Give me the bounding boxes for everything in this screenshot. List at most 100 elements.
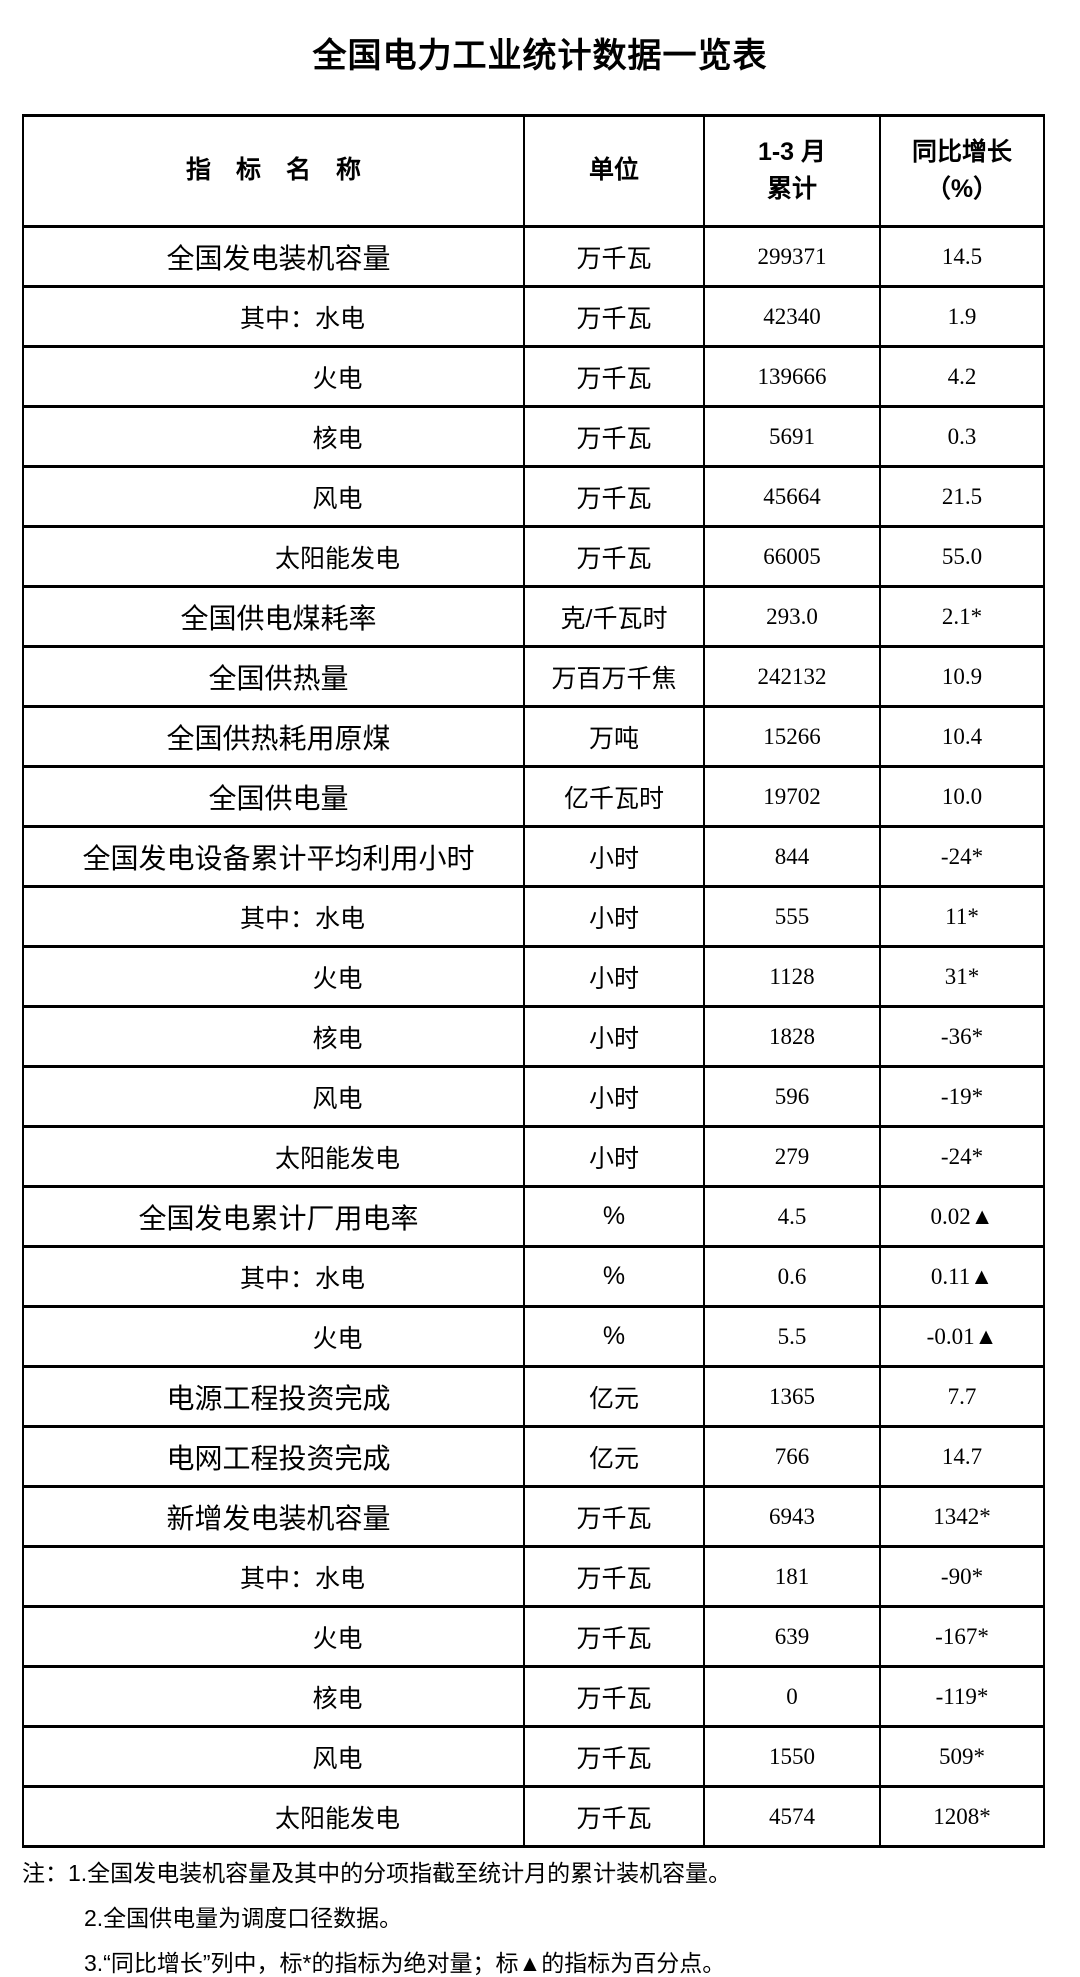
table-header: 指 标 名 称 单位 1-3 月 累计 同比增长 （%） — [22, 114, 1045, 228]
unit-cell: 小时 — [523, 1005, 705, 1068]
unit-cell: 亿元 — [523, 1425, 705, 1488]
indicator-name-cell: 其中：水电 — [22, 285, 525, 348]
yoy-growth-cell: 21.5 — [879, 465, 1045, 528]
yoy-growth-cell: 0.3 — [879, 405, 1045, 468]
table-row: 火电 万千瓦 139666 4.2 — [22, 345, 1045, 408]
table-body: 全国发电装机容量 万千瓦 299371 14.5 其中：水电 万千瓦 42340… — [22, 225, 1045, 1848]
indicator-name-cell: 全国发电累计厂用电率 — [22, 1185, 525, 1248]
indicator-name-cell: 风电 — [22, 1065, 525, 1128]
indicator-name-cell: 核电 — [22, 1005, 525, 1068]
indicator-name-cell: 全国供热量 — [22, 645, 525, 708]
yoy-growth-cell: 1342* — [879, 1485, 1045, 1548]
indicator-name-cell: 全国供电量 — [22, 765, 525, 828]
yoy-growth-cell: 2.1* — [879, 585, 1045, 648]
indicator-name-cell: 全国供热耗用原煤 — [22, 705, 525, 768]
header-unit: 单位 — [523, 114, 705, 228]
table-row: 全国发电装机容量 万千瓦 299371 14.5 — [22, 225, 1045, 288]
table-row: 全国发电设备累计平均利用小时 小时 844 -24* — [22, 825, 1045, 888]
cumulative-value-cell: 19702 — [703, 765, 881, 828]
cumulative-value-cell: 242132 — [703, 645, 881, 708]
yoy-growth-cell: -24* — [879, 1125, 1045, 1188]
table-row: 火电 % 5.5 -0.01▲ — [22, 1305, 1045, 1368]
table-row: 火电 小时 1128 31* — [22, 945, 1045, 1008]
header-growth: 同比增长 （%） — [879, 114, 1045, 228]
table-row: 风电 万千瓦 45664 21.5 — [22, 465, 1045, 528]
footnotes: 注：1.全国发电装机容量及其中的分项指截至统计月的累计装机容量。 2.全国供电量… — [22, 1851, 1062, 1977]
cumulative-value-cell: 766 — [703, 1425, 881, 1488]
table-row: 全国发电累计厂用电率 % 4.5 0.02▲ — [22, 1185, 1045, 1248]
unit-cell: 万千瓦 — [523, 225, 705, 288]
yoy-growth-cell: 14.5 — [879, 225, 1045, 288]
indicator-name-cell: 其中：水电 — [22, 1245, 525, 1308]
note-line-1: 注：1.全国发电装机容量及其中的分项指截至统计月的累计装机容量。 — [22, 1860, 732, 1886]
indicator-name-cell: 核电 — [22, 1665, 525, 1728]
yoy-growth-cell: 55.0 — [879, 525, 1045, 588]
yoy-growth-cell: 1208* — [879, 1785, 1045, 1848]
table-row: 全国供电量 亿千瓦时 19702 10.0 — [22, 765, 1045, 828]
unit-cell: 亿元 — [523, 1365, 705, 1428]
table-row: 其中：水电 万千瓦 181 -90* — [22, 1545, 1045, 1608]
yoy-growth-cell: -24* — [879, 825, 1045, 888]
cumulative-value-cell: 596 — [703, 1065, 881, 1128]
unit-cell: 万千瓦 — [523, 285, 705, 348]
header-period-line1: 1-3 月 — [757, 137, 827, 166]
cumulative-value-cell: 1128 — [703, 945, 881, 1008]
header-period: 1-3 月 累计 — [703, 114, 881, 228]
yoy-growth-cell: 4.2 — [879, 345, 1045, 408]
table-row: 其中：水电 万千瓦 42340 1.9 — [22, 285, 1045, 348]
yoy-growth-cell: -0.01▲ — [879, 1305, 1045, 1368]
unit-cell: 万千瓦 — [523, 345, 705, 408]
indicator-name-cell: 太阳能发电 — [22, 525, 525, 588]
indicator-name-cell: 其中：水电 — [22, 1545, 525, 1608]
yoy-growth-cell: 10.4 — [879, 705, 1045, 768]
unit-cell: 万千瓦 — [523, 1785, 705, 1848]
unit-cell: 万千瓦 — [523, 1545, 705, 1608]
unit-cell: 小时 — [523, 825, 705, 888]
note-line-2: 2.全国供电量为调度口径数据。 — [84, 1905, 403, 1931]
cumulative-value-cell: 5.5 — [703, 1305, 881, 1368]
indicator-name-cell: 风电 — [22, 465, 525, 528]
indicator-name-cell: 火电 — [22, 945, 525, 1008]
yoy-growth-cell: 31* — [879, 945, 1045, 1008]
unit-cell: 亿千瓦时 — [523, 765, 705, 828]
yoy-growth-cell: -119* — [879, 1665, 1045, 1728]
cumulative-value-cell: 1828 — [703, 1005, 881, 1068]
cumulative-value-cell: 279 — [703, 1125, 881, 1188]
unit-cell: % — [523, 1305, 705, 1368]
header-indicator-name: 指 标 名 称 — [22, 114, 525, 228]
yoy-growth-cell: -167* — [879, 1605, 1045, 1668]
table-row: 全国供电煤耗率 克/千瓦时 293.0 2.1* — [22, 585, 1045, 648]
unit-cell: 万百万千焦 — [523, 645, 705, 708]
table-row: 太阳能发电 万千瓦 4574 1208* — [22, 1785, 1045, 1848]
unit-cell: 克/千瓦时 — [523, 585, 705, 648]
cumulative-value-cell: 42340 — [703, 285, 881, 348]
table-row: 其中：水电 小时 555 11* — [22, 885, 1045, 948]
table-row: 太阳能发电 万千瓦 66005 55.0 — [22, 525, 1045, 588]
cumulative-value-cell: 66005 — [703, 525, 881, 588]
yoy-growth-cell: -90* — [879, 1545, 1045, 1608]
table-row: 风电 小时 596 -19* — [22, 1065, 1045, 1128]
page-title: 全国电力工业统计数据一览表 — [312, 37, 768, 75]
cumulative-value-cell: 555 — [703, 885, 881, 948]
yoy-growth-cell: -36* — [879, 1005, 1045, 1068]
yoy-growth-cell: 509* — [879, 1725, 1045, 1788]
header-growth-line1: 同比增长 — [911, 137, 1012, 166]
unit-cell: 小时 — [523, 1065, 705, 1128]
yoy-growth-cell: 10.9 — [879, 645, 1045, 708]
unit-cell: 万千瓦 — [523, 1725, 705, 1788]
cumulative-value-cell: 844 — [703, 825, 881, 888]
indicator-name-cell: 火电 — [22, 1305, 525, 1368]
yoy-growth-cell: -19* — [879, 1065, 1045, 1128]
unit-cell: 万千瓦 — [523, 465, 705, 528]
cumulative-value-cell: 45664 — [703, 465, 881, 528]
unit-cell: 万千瓦 — [523, 525, 705, 588]
unit-cell: 万吨 — [523, 705, 705, 768]
unit-cell: 万千瓦 — [523, 1665, 705, 1728]
cumulative-value-cell: 4.5 — [703, 1185, 881, 1248]
unit-cell: 万千瓦 — [523, 405, 705, 468]
unit-cell: 小时 — [523, 1125, 705, 1188]
header-period-line2: 累计 — [766, 175, 817, 203]
indicator-name-cell: 电网工程投资完成 — [22, 1425, 525, 1488]
yoy-growth-cell: 11* — [879, 885, 1045, 948]
yoy-growth-cell: 0.11▲ — [879, 1245, 1045, 1308]
